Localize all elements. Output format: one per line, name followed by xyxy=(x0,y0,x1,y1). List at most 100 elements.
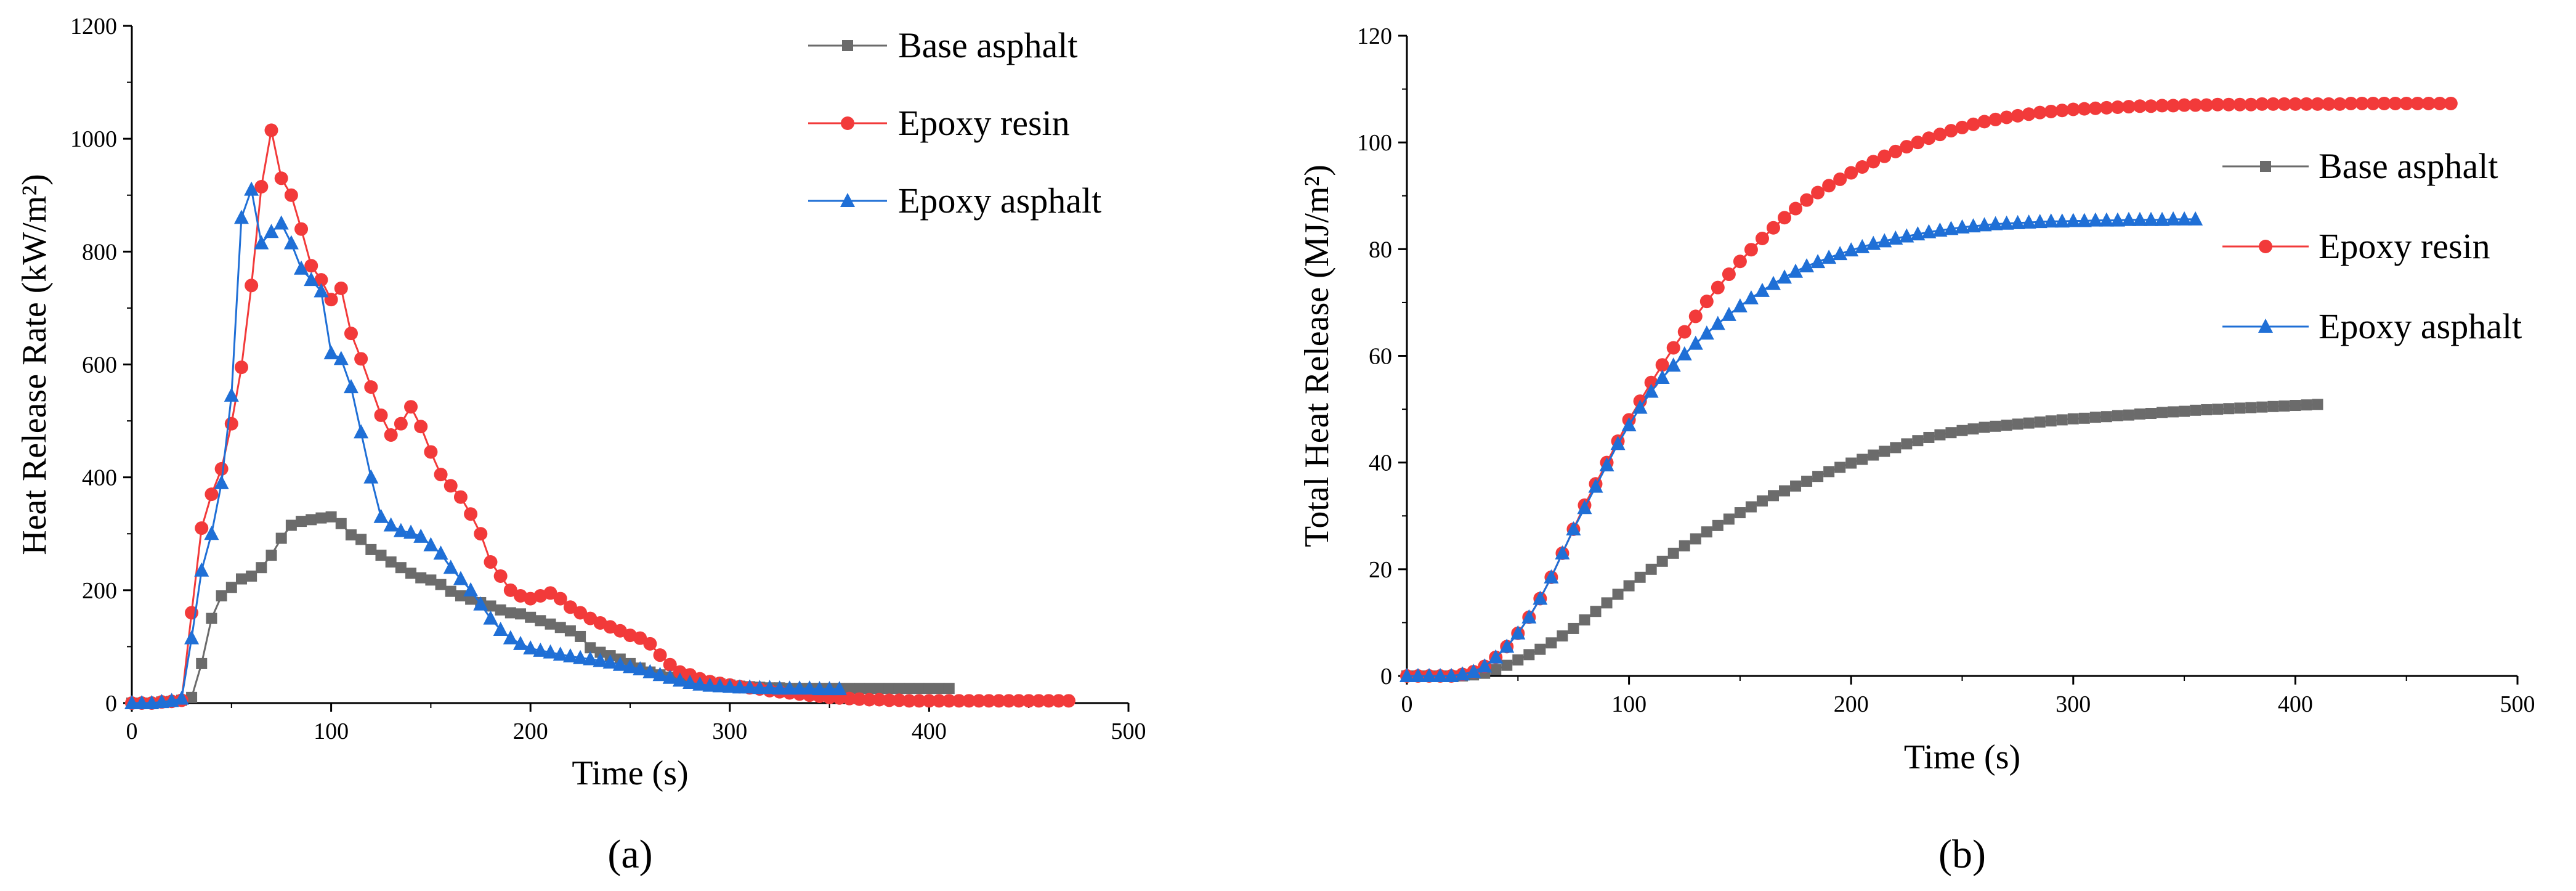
data-point xyxy=(843,683,855,694)
data-point xyxy=(1701,526,1712,538)
data-point xyxy=(523,640,538,655)
data-point xyxy=(1022,694,1036,708)
data-point xyxy=(1833,246,1848,261)
data-point xyxy=(214,474,229,489)
data-point xyxy=(2432,96,2447,110)
data-point xyxy=(306,514,317,526)
y-tick-label: 200 xyxy=(82,578,117,604)
data-point xyxy=(883,683,895,694)
y-tick-label: 600 xyxy=(82,352,117,378)
data-point xyxy=(1042,694,1056,708)
data-point xyxy=(2001,420,2012,431)
data-point xyxy=(154,694,169,709)
data-point xyxy=(2077,102,2091,116)
data-point xyxy=(365,543,377,555)
data-point xyxy=(2022,107,2036,121)
data-point xyxy=(2034,416,2046,428)
data-point xyxy=(1790,480,1802,492)
data-point xyxy=(124,695,139,709)
data-point xyxy=(2134,408,2145,420)
data-point xyxy=(1734,507,1746,519)
y-tick-label: 60 xyxy=(1369,344,1392,370)
data-point xyxy=(594,646,606,658)
data-point xyxy=(1512,654,1524,666)
data-point xyxy=(184,630,200,645)
data-point xyxy=(264,123,278,137)
legend-label: Epoxy asphalt xyxy=(2319,306,2522,346)
data-point xyxy=(712,678,727,693)
data-point xyxy=(1577,500,1592,515)
data-point xyxy=(1002,694,1016,708)
data-point xyxy=(2200,98,2214,112)
data-point xyxy=(414,420,428,434)
data-point xyxy=(2023,417,2035,429)
y-tick-label: 0 xyxy=(1380,664,1392,690)
data-point xyxy=(1877,149,1892,163)
data-point xyxy=(453,571,468,585)
data-point xyxy=(1756,495,1768,507)
data-point xyxy=(2399,96,2413,110)
data-point xyxy=(553,646,568,661)
data-point xyxy=(373,508,389,523)
data-point xyxy=(2166,211,2181,226)
data-point xyxy=(862,693,877,707)
data-point xyxy=(1690,533,1701,545)
data-point xyxy=(424,445,438,459)
data-point xyxy=(1923,431,1935,443)
y-tick-label: 0 xyxy=(105,691,117,717)
data-point xyxy=(1943,221,1959,235)
y-tick-label: 1200 xyxy=(70,14,117,39)
x-tick-label: 500 xyxy=(2500,691,2535,717)
data-point xyxy=(435,579,447,590)
data-point xyxy=(294,222,309,236)
data-point xyxy=(2322,97,2336,111)
data-point xyxy=(1788,263,1804,278)
data-point xyxy=(2110,100,2124,115)
data-point xyxy=(1901,438,1913,450)
data-point xyxy=(1999,215,2014,230)
data-point xyxy=(904,683,915,694)
data-point xyxy=(612,656,628,671)
data-point xyxy=(1411,668,1426,682)
data-point xyxy=(1745,501,1757,513)
data-point xyxy=(134,695,150,709)
data-point xyxy=(2267,401,2279,412)
data-point xyxy=(2266,97,2280,111)
data-point xyxy=(1988,216,2003,230)
data-point xyxy=(2278,400,2290,412)
data-point xyxy=(2168,406,2179,418)
data-point xyxy=(1051,694,1066,708)
data-point xyxy=(642,664,658,678)
data-point xyxy=(2132,211,2147,226)
data-point xyxy=(244,181,259,196)
data-point xyxy=(174,690,189,705)
data-point xyxy=(1922,131,1936,145)
data-point xyxy=(273,215,289,230)
data-point xyxy=(254,180,269,194)
data-point xyxy=(1699,325,1714,340)
data-point xyxy=(354,424,369,439)
x-tick-label: 400 xyxy=(912,718,947,744)
data-point xyxy=(533,642,548,657)
y-tick-label: 800 xyxy=(82,239,117,265)
data-point xyxy=(1912,435,1924,447)
data-point xyxy=(543,586,557,600)
data-point xyxy=(1811,185,1825,200)
data-point xyxy=(1523,649,1535,661)
data-point xyxy=(2290,400,2301,412)
data-point xyxy=(1857,454,1868,465)
data-point xyxy=(1921,224,1937,238)
data-point xyxy=(962,694,976,708)
legend-marker xyxy=(840,193,855,207)
data-point xyxy=(323,345,339,360)
data-point xyxy=(1656,555,1668,567)
data-point xyxy=(2067,413,2079,425)
y-tick-label: 120 xyxy=(1357,23,1392,49)
data-point xyxy=(1789,201,1803,216)
data-point xyxy=(2388,96,2402,110)
data-point xyxy=(525,611,537,623)
data-point xyxy=(1955,120,1969,134)
data-point xyxy=(2333,97,2347,111)
data-point xyxy=(585,642,596,654)
data-point xyxy=(2121,211,2136,226)
